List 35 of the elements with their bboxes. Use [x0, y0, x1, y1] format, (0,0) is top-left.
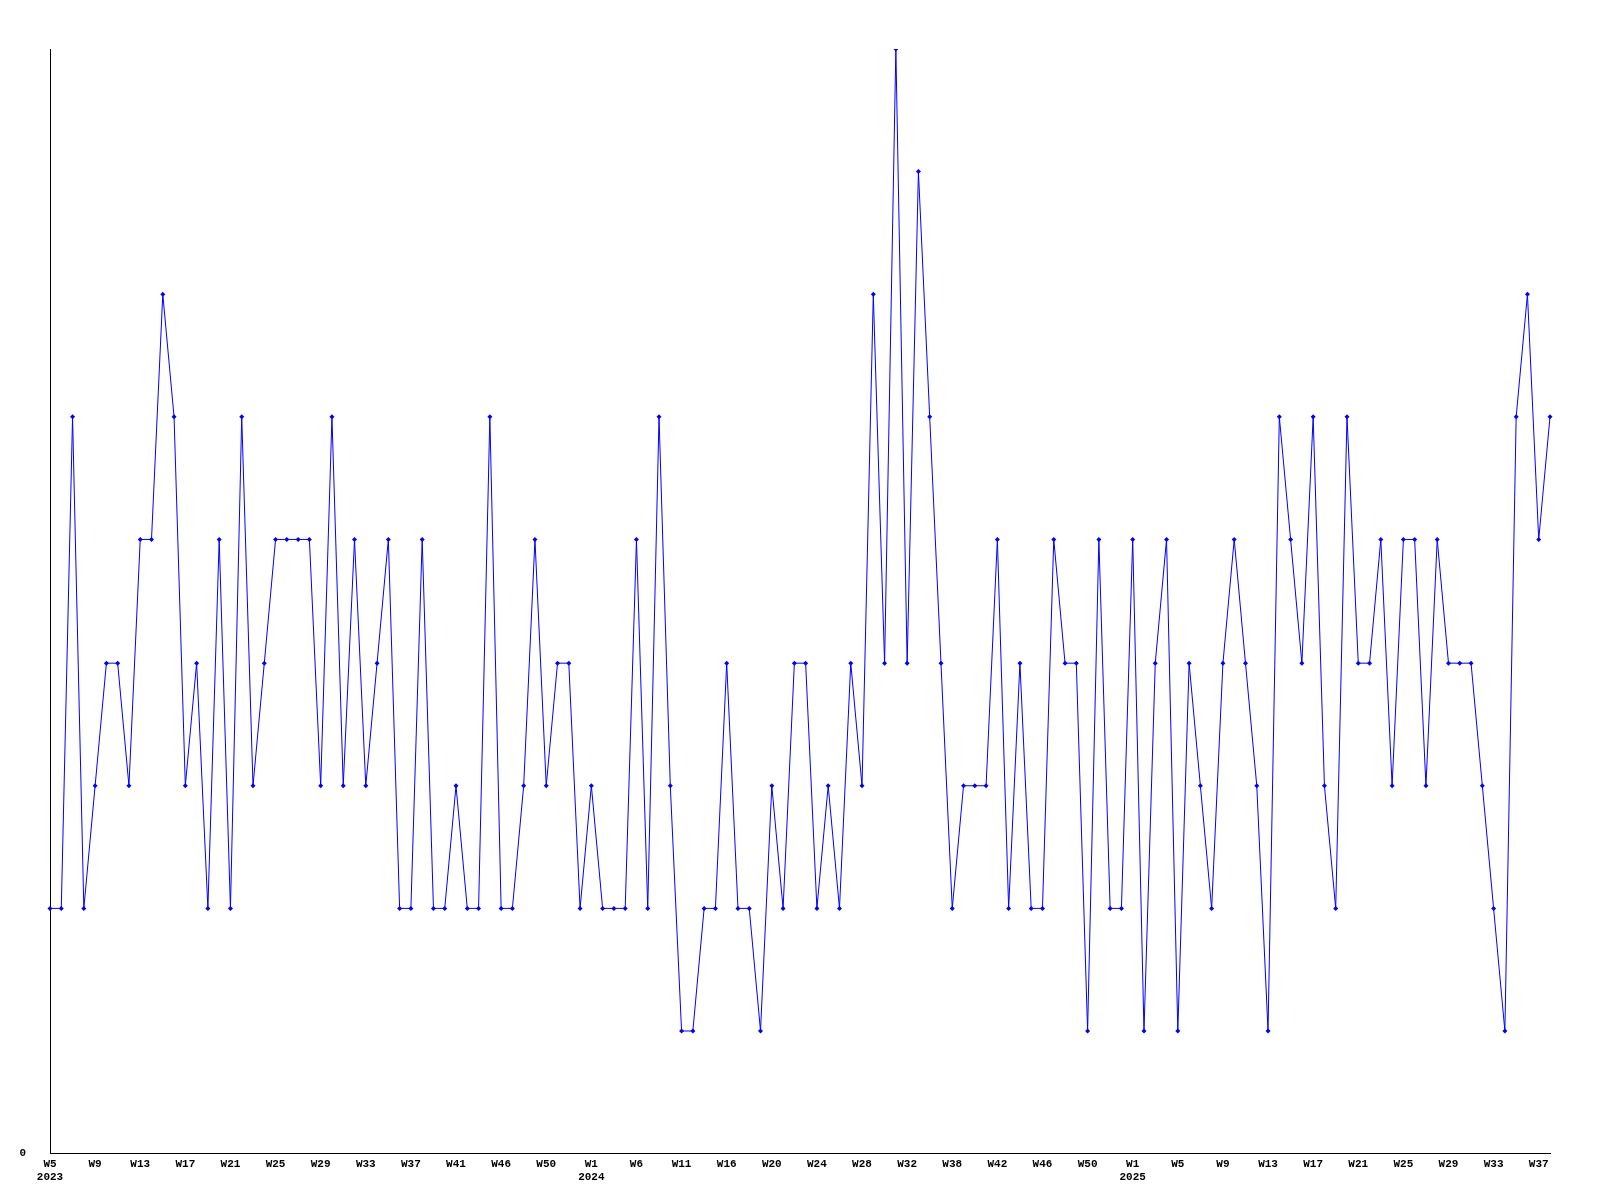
x-tick-label: W33 — [1483, 1157, 1504, 1170]
x-tick-label: W17 — [1303, 1157, 1324, 1170]
x-tick-label: W33 — [355, 1157, 377, 1170]
text: 0 — [19, 1147, 26, 1160]
x-tick-label: W42 — [987, 1157, 1008, 1170]
x-tick-label: W20 — [761, 1157, 782, 1170]
x-tick-label: W1 2024 — [578, 1157, 605, 1184]
x-tick-label: W11 — [671, 1157, 692, 1170]
x-tick-label: W29 — [1438, 1157, 1459, 1170]
x-tick-label: W38 — [942, 1157, 963, 1170]
x-tick-label: W13 — [130, 1157, 151, 1170]
x-tick-label: W37 — [401, 1157, 421, 1170]
x-tick-label: W9 — [88, 1157, 102, 1170]
x-tick-label: W16 — [716, 1157, 737, 1170]
x-tick-label: W29 — [310, 1157, 331, 1170]
x-tick-label: W41 — [446, 1157, 467, 1170]
x-tick-label: W21 — [220, 1157, 241, 1170]
x-tick-label: W32 — [897, 1157, 918, 1170]
x-tick-label: W1 2025 — [1119, 1157, 1147, 1184]
x-tick-label: W46 — [1032, 1157, 1053, 1170]
x-tick-label: W50 — [1077, 1157, 1098, 1170]
x-tick-label: W28 — [852, 1157, 873, 1170]
x-tick-label: W5 — [1171, 1157, 1185, 1170]
x-tick-label: W21 — [1348, 1157, 1369, 1170]
x-tick-label: W24 — [807, 1157, 828, 1170]
x-tick-label: W50 — [536, 1157, 557, 1170]
x-tick-label: W6 — [629, 1157, 644, 1170]
x-tick-label: W25 — [1393, 1157, 1414, 1170]
x-tick-label: W5 2023 — [36, 1157, 64, 1184]
x-tick-label: W9 — [1216, 1157, 1230, 1170]
x-tick-label: W46 — [491, 1157, 512, 1170]
x-tick-label: W37 — [1528, 1157, 1549, 1170]
x-tick-label: W25 — [265, 1157, 286, 1170]
x-tick-label: W17 — [175, 1157, 196, 1170]
x-tick-label: W13 — [1258, 1157, 1279, 1170]
